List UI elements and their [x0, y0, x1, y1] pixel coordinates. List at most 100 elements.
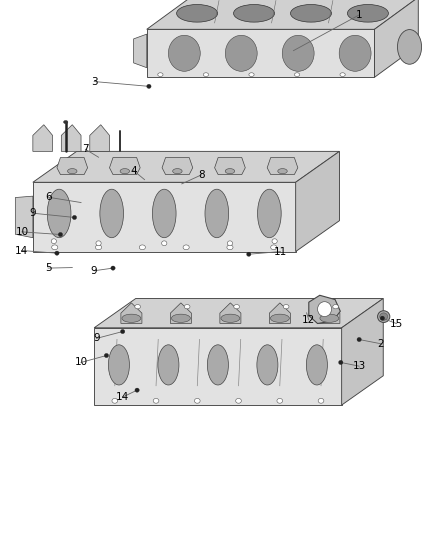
- Text: 14: 14: [15, 246, 28, 255]
- Ellipse shape: [282, 35, 314, 71]
- Ellipse shape: [347, 5, 389, 22]
- Ellipse shape: [233, 5, 275, 22]
- Ellipse shape: [270, 314, 290, 322]
- Ellipse shape: [108, 345, 130, 385]
- Text: 1: 1: [356, 10, 363, 20]
- Text: 9: 9: [29, 208, 36, 218]
- Ellipse shape: [135, 304, 141, 309]
- Ellipse shape: [158, 73, 163, 76]
- Polygon shape: [147, 0, 418, 29]
- Ellipse shape: [55, 251, 59, 255]
- Ellipse shape: [221, 314, 240, 322]
- Ellipse shape: [64, 120, 68, 124]
- Ellipse shape: [339, 35, 371, 71]
- Ellipse shape: [122, 314, 141, 322]
- Text: 9: 9: [91, 266, 98, 276]
- Ellipse shape: [227, 245, 233, 249]
- Ellipse shape: [339, 360, 343, 365]
- Ellipse shape: [340, 73, 345, 76]
- Ellipse shape: [152, 189, 176, 238]
- Ellipse shape: [398, 29, 421, 64]
- Polygon shape: [374, 0, 418, 77]
- Polygon shape: [94, 328, 342, 405]
- Text: 2: 2: [378, 339, 385, 349]
- Polygon shape: [61, 125, 81, 151]
- Polygon shape: [134, 34, 147, 68]
- Ellipse shape: [100, 189, 124, 238]
- Text: 5: 5: [45, 263, 52, 273]
- Ellipse shape: [162, 241, 167, 246]
- Ellipse shape: [318, 399, 324, 403]
- Polygon shape: [33, 151, 339, 182]
- Polygon shape: [296, 151, 339, 252]
- Ellipse shape: [380, 313, 388, 320]
- Polygon shape: [162, 158, 193, 175]
- Ellipse shape: [153, 399, 159, 403]
- Ellipse shape: [47, 189, 71, 238]
- Ellipse shape: [120, 329, 125, 334]
- Ellipse shape: [380, 316, 385, 320]
- Ellipse shape: [283, 304, 289, 309]
- Ellipse shape: [320, 314, 339, 322]
- Polygon shape: [94, 298, 383, 328]
- Ellipse shape: [290, 5, 332, 22]
- Text: 9: 9: [93, 334, 100, 343]
- Ellipse shape: [272, 239, 277, 244]
- Text: 6: 6: [45, 192, 52, 202]
- Ellipse shape: [378, 311, 390, 322]
- Ellipse shape: [277, 399, 283, 403]
- Text: 8: 8: [198, 170, 205, 180]
- Polygon shape: [220, 303, 241, 324]
- Ellipse shape: [111, 266, 115, 270]
- Text: 14: 14: [116, 392, 129, 402]
- Ellipse shape: [58, 232, 63, 237]
- Polygon shape: [147, 29, 374, 77]
- Ellipse shape: [225, 168, 235, 174]
- Ellipse shape: [278, 168, 287, 174]
- Polygon shape: [121, 303, 142, 324]
- Polygon shape: [215, 158, 245, 175]
- Ellipse shape: [271, 245, 277, 249]
- Text: 10: 10: [15, 227, 28, 237]
- Polygon shape: [309, 295, 340, 324]
- Polygon shape: [33, 182, 296, 252]
- Ellipse shape: [52, 245, 58, 249]
- Text: 7: 7: [82, 144, 89, 154]
- Ellipse shape: [67, 168, 77, 174]
- Ellipse shape: [104, 353, 109, 358]
- Text: 12: 12: [302, 315, 315, 325]
- Polygon shape: [15, 196, 33, 238]
- Ellipse shape: [257, 345, 278, 385]
- Ellipse shape: [168, 35, 200, 71]
- Ellipse shape: [96, 241, 101, 246]
- Ellipse shape: [333, 304, 339, 309]
- Ellipse shape: [357, 337, 361, 342]
- Polygon shape: [33, 125, 53, 151]
- Text: 10: 10: [74, 358, 88, 367]
- Ellipse shape: [112, 399, 118, 403]
- Ellipse shape: [173, 168, 182, 174]
- Ellipse shape: [207, 345, 229, 385]
- Ellipse shape: [247, 252, 251, 256]
- Ellipse shape: [177, 5, 218, 22]
- Ellipse shape: [171, 314, 191, 322]
- Polygon shape: [57, 158, 88, 175]
- Text: 3: 3: [91, 77, 98, 86]
- Ellipse shape: [183, 245, 189, 249]
- Polygon shape: [90, 125, 110, 151]
- Ellipse shape: [194, 399, 200, 403]
- Ellipse shape: [306, 345, 328, 385]
- Ellipse shape: [234, 304, 240, 309]
- Polygon shape: [319, 303, 340, 324]
- Polygon shape: [170, 303, 191, 324]
- Ellipse shape: [249, 73, 254, 76]
- Ellipse shape: [225, 35, 257, 71]
- Ellipse shape: [258, 189, 281, 238]
- Ellipse shape: [158, 345, 179, 385]
- Text: 15: 15: [390, 319, 403, 328]
- Ellipse shape: [236, 399, 241, 403]
- Ellipse shape: [139, 245, 145, 249]
- Ellipse shape: [227, 241, 233, 246]
- Ellipse shape: [72, 215, 77, 220]
- Ellipse shape: [147, 84, 151, 88]
